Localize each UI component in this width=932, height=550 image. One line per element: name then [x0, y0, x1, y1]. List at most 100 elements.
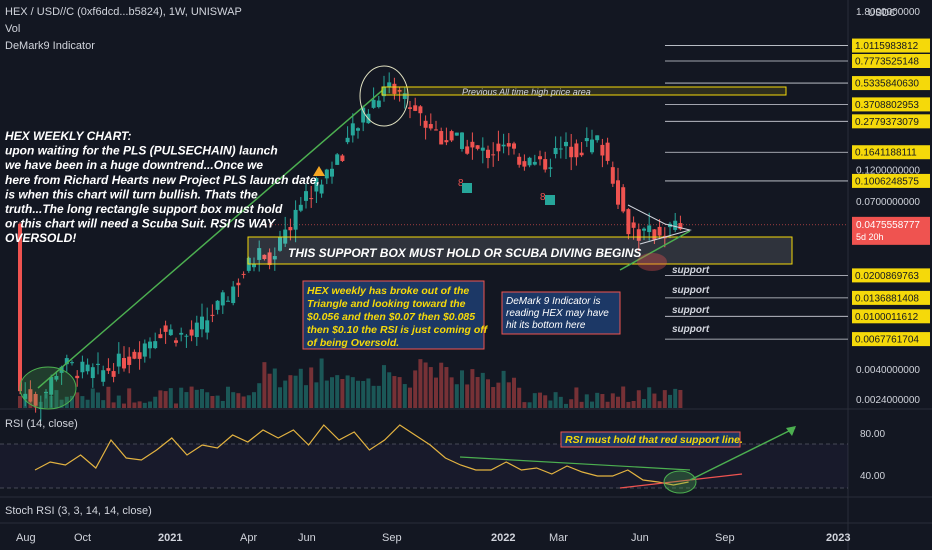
candle-body [153, 341, 158, 349]
candle-body [434, 129, 438, 131]
price-level-box [852, 54, 930, 69]
price-level-box [852, 173, 930, 188]
candle-body [439, 131, 444, 145]
candle-body [652, 229, 657, 240]
candle-body [272, 256, 277, 260]
volume-bar [350, 377, 355, 408]
volume-bar [439, 362, 444, 408]
price-level-label: 0.3708802953 [855, 100, 919, 111]
volume-bar [486, 379, 490, 408]
volume-bar [174, 403, 178, 408]
current-price-tag [852, 216, 930, 245]
candle-body [142, 343, 147, 357]
volume-bar [538, 392, 542, 408]
volume-bar [246, 395, 251, 408]
demark-box [501, 291, 621, 335]
candle-body [23, 393, 28, 399]
candle-body [314, 178, 319, 192]
volume-bar [491, 387, 496, 408]
rsi-line [34, 424, 689, 486]
candles [18, 72, 683, 422]
candle-body [49, 377, 54, 395]
volume-bar [205, 392, 210, 408]
volume-bar [662, 390, 667, 408]
volume-bar [428, 367, 433, 408]
candle-body [564, 141, 568, 147]
volume-bar [418, 359, 423, 408]
candle-body [480, 147, 485, 151]
candle-body [569, 146, 574, 158]
volume-bar [647, 387, 652, 408]
volume-bar [553, 392, 558, 408]
volume-bar [153, 396, 158, 408]
volume-bar [590, 401, 594, 408]
volume-bar [111, 402, 116, 408]
volume-bar [257, 383, 262, 408]
volume-bar [267, 373, 272, 408]
candle-body [309, 198, 314, 200]
volume-bar [397, 377, 402, 408]
uptrend-line [37, 87, 386, 389]
time-axis-label: 2021 [158, 532, 182, 544]
candle-body [298, 204, 303, 211]
countdown-label: 5d 20h [856, 232, 884, 242]
candle-body [75, 375, 80, 379]
volume-bar [314, 382, 319, 408]
volume-bar [28, 395, 33, 408]
candle-body [657, 226, 662, 236]
candle-body [631, 222, 636, 228]
candle-body [538, 156, 542, 160]
candle-body [506, 143, 511, 147]
volume-bar [163, 391, 168, 408]
candle-body [600, 144, 605, 156]
demark-check-icon [462, 183, 472, 193]
candle-body [527, 157, 532, 166]
candle-body [423, 120, 428, 128]
volume-bar [423, 362, 428, 408]
volume-bar [189, 386, 194, 408]
candle-body [44, 391, 48, 394]
candle-body [293, 209, 298, 230]
volume-bar [122, 403, 126, 408]
time-axis-label: Sep [715, 532, 735, 544]
volume-bar [148, 401, 152, 408]
volume-bar [335, 375, 340, 408]
volume-bar [371, 385, 376, 408]
support-label: support [672, 285, 710, 296]
volume-bar [506, 382, 511, 408]
candle-body [189, 329, 194, 336]
ath-zone [381, 86, 787, 96]
volume-bar [569, 399, 574, 408]
candle-body [168, 329, 173, 336]
candle-body [288, 227, 293, 231]
volume-bar [168, 388, 173, 408]
price-level-box [852, 76, 930, 91]
volume-bar [272, 368, 277, 408]
volume-bar [75, 392, 80, 408]
demark-line: reading HEX may have [506, 308, 609, 319]
price-level-box [852, 309, 930, 324]
volume-bar [600, 394, 605, 408]
volume-bar [70, 395, 74, 408]
price-level-label: 0.2779373079 [855, 117, 919, 128]
weekly-chart-line: we have been in a huge downtrend...Once … [5, 158, 263, 172]
candle-body [350, 123, 355, 136]
rsi-label: RSI (14, close) [5, 418, 78, 430]
candle-body [85, 364, 90, 372]
candle-body [205, 320, 210, 333]
price-tick-label: 0.0024000000 [856, 395, 920, 406]
volume-bar [444, 367, 449, 408]
candle-body [335, 154, 340, 165]
candle-body [413, 105, 418, 111]
breakout-line: Triangle and looking toward the [307, 298, 466, 310]
candle-body [610, 167, 615, 184]
volume-bar [142, 402, 147, 408]
candle-body [553, 147, 558, 155]
volume-bar [470, 369, 475, 408]
candle-body [428, 124, 433, 129]
rsi-note-box [560, 431, 741, 448]
candle-body [220, 292, 225, 306]
volume-bar [636, 390, 641, 408]
price-level-box [852, 332, 930, 347]
